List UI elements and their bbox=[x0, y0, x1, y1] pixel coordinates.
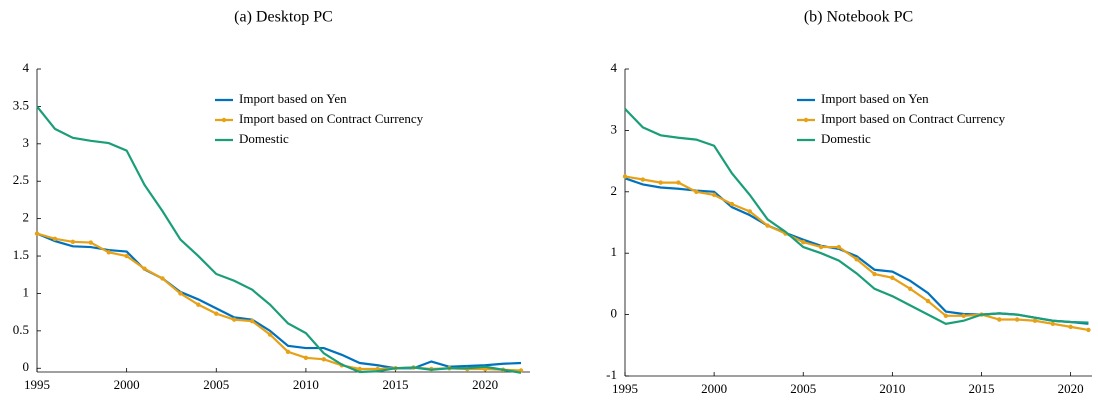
series-marker bbox=[249, 318, 255, 324]
x-tick-label: 2015 bbox=[968, 381, 994, 396]
x-tick-label: 2000 bbox=[701, 381, 727, 396]
y-tick-label: 4 bbox=[611, 60, 618, 75]
series-marker bbox=[836, 244, 842, 250]
series-marker bbox=[925, 298, 931, 304]
y-tick-label: 3.5 bbox=[13, 97, 29, 112]
series-marker bbox=[1014, 317, 1020, 322]
legend-label: Import based on Yen bbox=[821, 91, 929, 106]
series-line bbox=[36, 105, 522, 374]
series-marker bbox=[196, 302, 201, 307]
x-tick-label: 2010 bbox=[879, 381, 905, 396]
series-marker bbox=[711, 192, 717, 198]
legend-marker bbox=[221, 117, 227, 123]
series-marker bbox=[88, 240, 93, 245]
series-marker bbox=[658, 180, 663, 185]
series-marker bbox=[106, 250, 111, 255]
series-marker bbox=[214, 311, 219, 316]
series-marker bbox=[765, 223, 770, 228]
series-marker bbox=[640, 177, 646, 182]
x-tick-label: 2015 bbox=[383, 377, 409, 392]
y-tick-label: 3 bbox=[611, 121, 618, 136]
y-tick-label: 2.5 bbox=[13, 172, 29, 187]
x-tick-label: 2020 bbox=[1058, 381, 1084, 396]
series-marker bbox=[818, 244, 824, 250]
series-line bbox=[624, 108, 1089, 325]
legend-label: Import based on Contract Currency bbox=[239, 111, 424, 126]
y-tick-label: 0 bbox=[23, 359, 30, 374]
series-marker bbox=[267, 332, 273, 337]
series-marker bbox=[232, 317, 237, 322]
series-marker bbox=[142, 266, 147, 271]
series-marker bbox=[854, 257, 859, 262]
series-marker bbox=[747, 209, 752, 214]
y-tick-label: 2 bbox=[23, 210, 30, 225]
series-line bbox=[624, 175, 1089, 332]
series-marker bbox=[1032, 318, 1038, 323]
chart-title: (a) Desktop PC bbox=[234, 9, 333, 26]
x-tick-label: 1995 bbox=[612, 381, 638, 396]
legend-label: Import based on Contract Currency bbox=[821, 111, 1006, 126]
series-marker bbox=[1068, 324, 1073, 330]
series-marker bbox=[622, 174, 628, 179]
series-marker bbox=[729, 201, 735, 207]
series-marker bbox=[676, 180, 681, 185]
y-tick-label: 0.5 bbox=[13, 322, 29, 337]
series-marker bbox=[70, 239, 76, 245]
y-tick-label: 3 bbox=[23, 135, 30, 150]
chart-title: (b) Notebook PC bbox=[804, 9, 913, 26]
y-tick-label: -1 bbox=[606, 367, 617, 382]
x-tick-label: 1995 bbox=[24, 377, 50, 392]
series-marker bbox=[160, 276, 165, 281]
series-marker bbox=[321, 357, 327, 362]
series-marker bbox=[801, 239, 806, 245]
x-tick-label: 2010 bbox=[293, 377, 319, 392]
legend-marker bbox=[803, 117, 809, 123]
series-marker bbox=[694, 189, 699, 194]
series-marker bbox=[357, 366, 362, 372]
x-tick-label: 2005 bbox=[790, 381, 816, 396]
series-marker bbox=[178, 291, 183, 296]
y-tick-label: 0 bbox=[611, 306, 618, 321]
series-line bbox=[624, 177, 1089, 325]
series-marker bbox=[124, 253, 129, 259]
series-marker bbox=[52, 236, 58, 242]
series-line bbox=[36, 232, 522, 370]
y-tick-label: 1.5 bbox=[13, 247, 29, 262]
series-marker bbox=[1050, 321, 1055, 327]
y-tick-label: 1 bbox=[23, 284, 30, 299]
series-marker bbox=[285, 349, 291, 354]
legend-label: Domestic bbox=[821, 131, 871, 146]
series-marker bbox=[961, 313, 966, 319]
x-tick-label: 2020 bbox=[472, 377, 498, 392]
y-tick-label: 4 bbox=[23, 60, 30, 75]
x-tick-label: 2005 bbox=[203, 377, 229, 392]
series-marker bbox=[890, 275, 895, 280]
series-marker bbox=[997, 317, 1002, 322]
legend-label: Domestic bbox=[239, 131, 289, 146]
series-marker bbox=[872, 271, 877, 277]
series-marker bbox=[34, 231, 40, 236]
series-marker bbox=[907, 286, 913, 292]
x-tick-label: 2000 bbox=[114, 377, 140, 392]
series-marker bbox=[303, 355, 309, 360]
series-marker bbox=[943, 313, 949, 319]
y-tick-label: 1 bbox=[611, 244, 618, 259]
legend-label: Import based on Yen bbox=[239, 91, 347, 106]
series-marker bbox=[1086, 327, 1091, 333]
y-tick-label: 2 bbox=[611, 183, 618, 198]
